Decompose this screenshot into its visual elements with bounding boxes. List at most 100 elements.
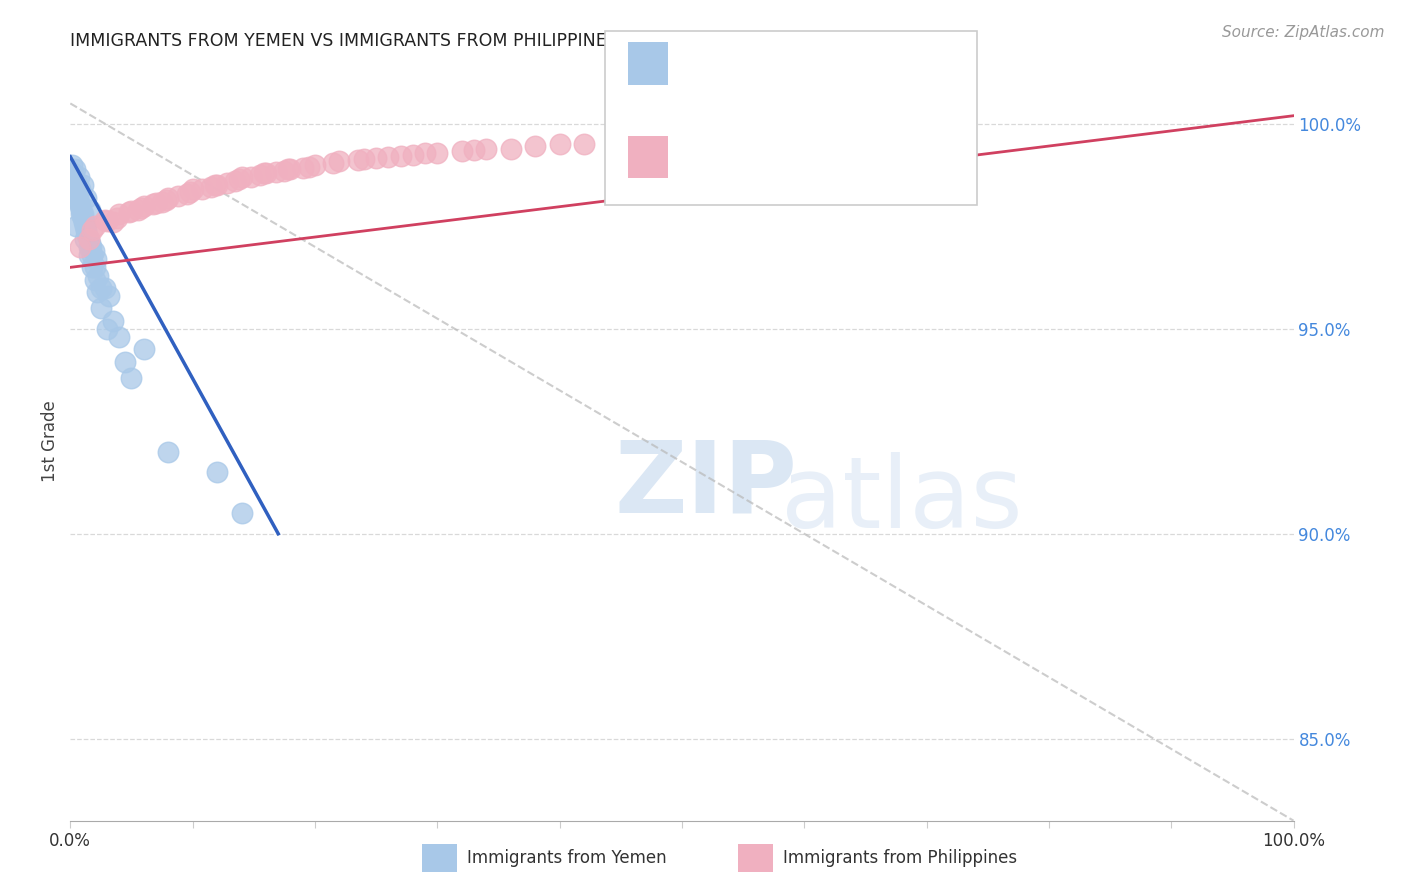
Point	[157, 444, 180, 458]
Text: atlas: atlas	[782, 452, 1024, 549]
Point	[101, 313, 124, 327]
Point	[205, 465, 228, 479]
Point	[83, 244, 105, 258]
Point	[121, 203, 143, 218]
Point	[80, 240, 103, 254]
Point	[93, 213, 115, 227]
Point	[228, 172, 250, 186]
Point	[463, 143, 485, 157]
Point	[63, 170, 86, 185]
Point	[82, 260, 104, 275]
Point	[304, 158, 326, 172]
Point	[273, 164, 295, 178]
Point	[524, 139, 547, 153]
Point	[200, 180, 222, 194]
Point	[77, 248, 100, 262]
Point	[129, 201, 152, 215]
Point	[118, 205, 141, 219]
Point	[62, 166, 84, 180]
Point	[167, 188, 190, 202]
Point	[60, 158, 83, 172]
Point	[205, 178, 228, 193]
Point	[96, 214, 118, 228]
Point	[793, 129, 815, 144]
Point	[72, 211, 94, 226]
Text: 64: 64	[860, 147, 887, 167]
Point	[75, 191, 97, 205]
Point	[93, 281, 115, 295]
Point	[204, 178, 226, 193]
Point	[346, 153, 368, 167]
Point	[65, 219, 87, 234]
Point	[252, 166, 274, 180]
Y-axis label: 1st Grade: 1st Grade	[41, 401, 59, 483]
Point	[277, 161, 299, 176]
Point	[264, 165, 287, 179]
Point	[82, 223, 104, 237]
Point	[86, 285, 108, 299]
Text: -0.449: -0.449	[728, 54, 797, 73]
Point	[298, 160, 321, 174]
Point	[69, 240, 91, 254]
Point	[90, 301, 112, 316]
Text: ZIP: ZIP	[614, 436, 797, 533]
Point	[114, 354, 136, 368]
Point	[87, 268, 110, 283]
Point	[249, 168, 271, 182]
Point	[79, 235, 101, 250]
Text: Source: ZipAtlas.com: Source: ZipAtlas.com	[1222, 25, 1385, 40]
Point	[70, 207, 93, 221]
Point	[79, 202, 101, 217]
Point	[67, 170, 90, 185]
Point	[426, 145, 449, 160]
Point	[915, 125, 938, 139]
Point	[77, 240, 100, 254]
Point	[63, 178, 86, 193]
Point	[75, 223, 97, 237]
Point	[328, 153, 350, 168]
Text: IMMIGRANTS FROM YEMEN VS IMMIGRANTS FROM PHILIPPINES 1ST GRADE CORRELATION CHART: IMMIGRANTS FROM YEMEN VS IMMIGRANTS FROM…	[70, 32, 917, 50]
Point	[72, 178, 94, 193]
Point	[63, 186, 86, 201]
Point	[70, 202, 93, 217]
Point	[548, 137, 571, 152]
Point	[63, 161, 86, 176]
Point	[231, 170, 253, 185]
Point	[72, 207, 94, 221]
Point	[132, 343, 155, 357]
Point	[83, 273, 105, 287]
Point	[105, 211, 128, 226]
Point	[224, 174, 246, 188]
Point	[101, 215, 124, 229]
Text: Immigrants from Yemen: Immigrants from Yemen	[467, 849, 666, 867]
Text: R =: R =	[682, 148, 721, 166]
Point	[132, 199, 155, 213]
Point	[157, 191, 180, 205]
Point	[733, 133, 755, 147]
Point	[73, 215, 96, 229]
Point	[77, 232, 100, 246]
Point	[108, 330, 131, 344]
Text: N =: N =	[820, 148, 859, 166]
Text: Immigrants from Philippines: Immigrants from Philippines	[783, 849, 1018, 867]
Point	[402, 147, 425, 161]
Point	[291, 161, 314, 176]
Point	[231, 506, 253, 520]
Point	[191, 182, 214, 196]
Point	[254, 166, 277, 180]
Point	[69, 182, 91, 196]
Point	[142, 197, 165, 211]
Point	[353, 152, 375, 166]
Point	[127, 202, 149, 217]
Point	[121, 371, 143, 385]
Point	[145, 195, 167, 210]
Point	[108, 207, 131, 221]
Point	[76, 227, 98, 242]
Point	[671, 134, 693, 148]
Point	[322, 156, 344, 170]
Point	[610, 136, 633, 150]
Point	[83, 219, 105, 234]
Point	[413, 146, 436, 161]
Point	[179, 185, 201, 199]
Point	[181, 182, 204, 196]
